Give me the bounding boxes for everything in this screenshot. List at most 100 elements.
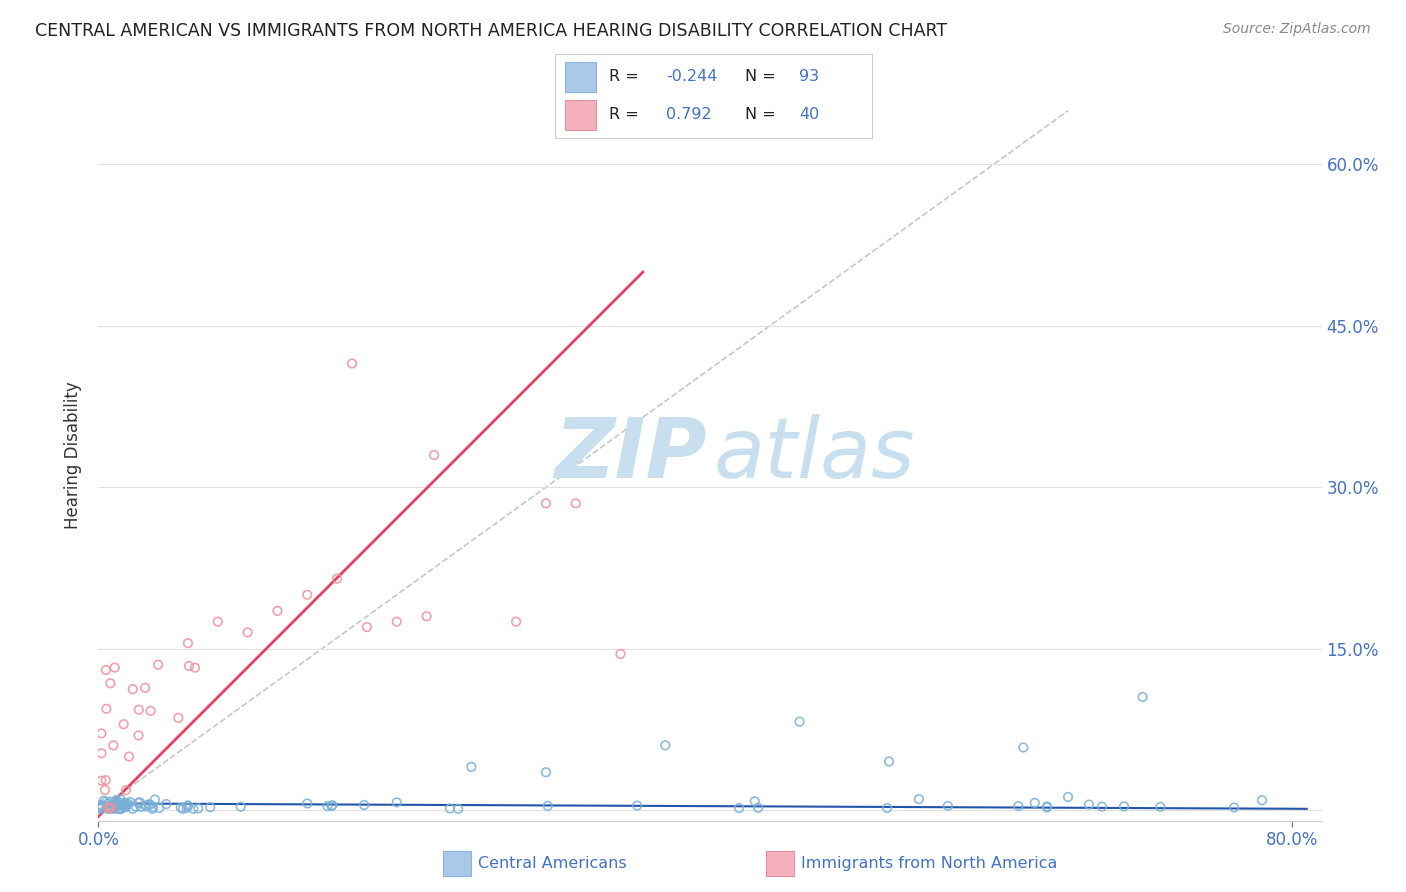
Point	[353, 797, 375, 812]
Text: N =: N =	[745, 107, 782, 122]
Point	[172, 802, 194, 816]
Point	[135, 799, 157, 814]
Point	[1149, 800, 1171, 814]
FancyBboxPatch shape	[565, 100, 596, 130]
Point	[94, 773, 117, 788]
Point	[297, 588, 319, 602]
Point	[609, 647, 631, 661]
Point	[112, 798, 135, 813]
Point	[1012, 740, 1035, 755]
Point	[415, 609, 437, 624]
Point	[108, 802, 131, 816]
Point	[908, 792, 931, 806]
Point	[626, 798, 648, 813]
Point	[1077, 797, 1099, 812]
Point	[728, 801, 751, 815]
Point	[94, 663, 117, 677]
Text: Immigrants from North America: Immigrants from North America	[801, 856, 1057, 871]
Point	[104, 794, 127, 808]
FancyBboxPatch shape	[565, 62, 596, 92]
Point	[155, 797, 177, 811]
Point	[326, 572, 349, 586]
Point	[94, 783, 117, 797]
Point	[110, 792, 132, 806]
Point	[112, 717, 135, 731]
Point	[229, 799, 252, 814]
Point	[1223, 800, 1246, 814]
Point	[1036, 799, 1059, 814]
Point	[108, 798, 131, 813]
Point	[96, 799, 118, 814]
Point	[103, 739, 125, 753]
Point	[96, 702, 118, 716]
Point	[125, 799, 148, 814]
Point	[100, 801, 122, 815]
Text: 93: 93	[799, 70, 820, 85]
Point	[744, 794, 766, 808]
Point	[167, 711, 190, 725]
Point	[385, 796, 408, 810]
Point	[110, 802, 132, 816]
Point	[321, 798, 343, 813]
Point	[135, 798, 157, 813]
Text: Source: ZipAtlas.com: Source: ZipAtlas.com	[1223, 22, 1371, 37]
Point	[97, 801, 120, 815]
Point	[138, 797, 160, 812]
Point	[128, 728, 150, 742]
Text: 40: 40	[799, 107, 820, 122]
Point	[1007, 799, 1029, 814]
Point	[111, 799, 134, 814]
Point	[1036, 800, 1059, 814]
Point	[1251, 793, 1274, 807]
Point	[505, 615, 527, 629]
Point	[1132, 690, 1154, 704]
Point	[143, 792, 166, 806]
Point	[139, 704, 162, 718]
Point	[184, 661, 207, 675]
Point	[129, 800, 152, 814]
Point	[877, 755, 900, 769]
Text: -0.244: -0.244	[666, 70, 717, 85]
Point	[1024, 796, 1046, 810]
Point	[936, 798, 959, 813]
Point	[447, 802, 470, 816]
Point	[98, 676, 121, 690]
Point	[187, 801, 209, 815]
Point	[142, 800, 165, 814]
Point	[121, 682, 143, 697]
Point	[110, 802, 132, 816]
Point	[98, 801, 121, 815]
Point	[90, 773, 112, 788]
Point	[181, 802, 204, 816]
Point	[121, 802, 143, 816]
Point	[93, 794, 115, 808]
Point	[423, 448, 446, 462]
Point	[104, 801, 127, 815]
Point	[876, 801, 898, 815]
Point	[148, 801, 170, 815]
Point	[100, 802, 122, 816]
Point	[654, 739, 676, 753]
Point	[127, 796, 149, 810]
Point	[385, 615, 408, 629]
Point	[537, 798, 560, 813]
Point	[111, 797, 134, 811]
Point	[120, 795, 142, 809]
Point	[128, 795, 150, 809]
Point	[565, 496, 588, 510]
Text: atlas: atlas	[714, 415, 915, 495]
Text: Central Americans: Central Americans	[478, 856, 627, 871]
Point	[90, 799, 112, 814]
Point	[89, 800, 111, 814]
Point	[115, 783, 138, 797]
Point	[112, 797, 135, 811]
Point	[177, 659, 200, 673]
Point	[177, 636, 200, 650]
Point	[97, 797, 120, 811]
Point	[90, 797, 112, 812]
Point	[104, 660, 127, 674]
Point	[108, 797, 131, 811]
Point	[266, 604, 288, 618]
Point	[112, 796, 135, 810]
Point	[176, 801, 198, 815]
